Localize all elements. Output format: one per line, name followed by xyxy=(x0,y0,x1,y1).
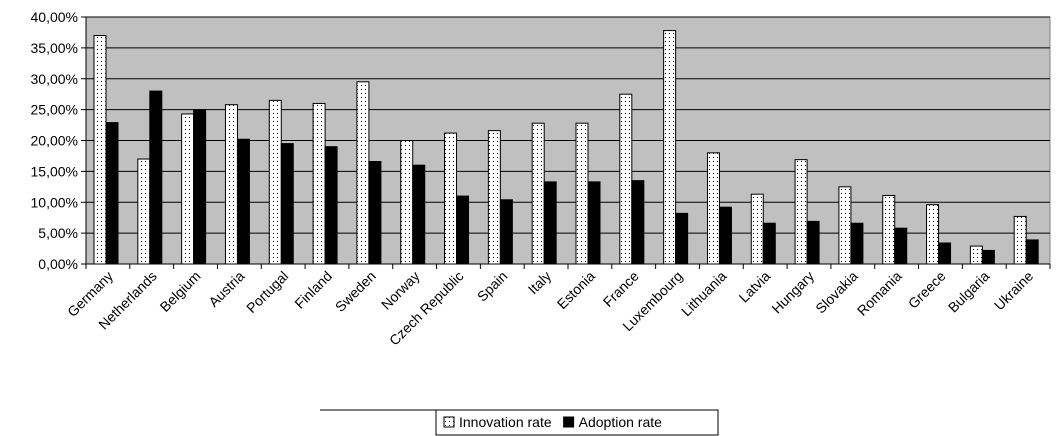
innovation-rate-bar xyxy=(926,204,940,265)
adoption-rate-bar xyxy=(631,180,645,265)
y-tick-label: 20,00% xyxy=(31,133,78,149)
x-tick-label: Latvia xyxy=(736,268,774,306)
innovation-rate-bar xyxy=(444,132,458,265)
adoption-rate-legend-swatch xyxy=(563,416,575,428)
y-tick-label: 35,00% xyxy=(31,40,78,56)
innovation-rate-bar xyxy=(356,81,370,265)
y-tick-label: 30,00% xyxy=(31,71,78,87)
innovation-rate-bar xyxy=(487,130,501,265)
adoption-rate-bar xyxy=(587,181,601,265)
innovation-rate-bar xyxy=(619,93,633,265)
innovation-rate-bar xyxy=(575,122,589,265)
innovation-rate-bar xyxy=(1013,215,1027,265)
adoption-rate-bar xyxy=(762,222,776,265)
innovation-rate-bar xyxy=(969,245,983,265)
y-tick-label: 15,00% xyxy=(31,163,78,179)
x-tick-label: Greece xyxy=(905,268,949,312)
innovation-rate-bar xyxy=(268,99,282,265)
x-tick-label: Finland xyxy=(291,268,335,312)
x-tick-label: Slovakia xyxy=(812,268,861,317)
innovation-rate-bar xyxy=(181,113,195,265)
innovation-rate-bar xyxy=(706,152,720,265)
adoption-rate-bar xyxy=(806,220,820,265)
adoption-rate-bar xyxy=(1025,239,1039,265)
adoption-rate-bar xyxy=(718,206,732,265)
x-tick-label: Belgium xyxy=(157,268,204,315)
innovation-rate-bar xyxy=(882,194,896,265)
x-tick-label: Sweden xyxy=(332,268,379,315)
y-tick-label: 40,00% xyxy=(31,9,78,25)
x-tick-label: Hungary xyxy=(768,268,817,317)
x-tick-label: Bulgaria xyxy=(945,268,993,316)
y-tick-label: 0,00% xyxy=(38,256,78,272)
y-axis: 0,00% 5,00% 10,00% 15,00% 20,00% 25,00% 30,00%… xyxy=(31,9,87,272)
adoption-rate-bar xyxy=(499,199,513,265)
adoption-rate-bar xyxy=(236,138,250,265)
legend: Innovation rate Adoption rate xyxy=(320,409,719,436)
x-tick-label: Estonia xyxy=(554,268,598,312)
x-tick-label: Lithuania xyxy=(678,268,730,320)
adoption-rate-bar xyxy=(324,146,338,265)
legend-box xyxy=(435,409,719,436)
adoption-rate-bar xyxy=(456,195,470,265)
x-tick-label: Ukraine xyxy=(991,268,1037,314)
x-tick-label: France xyxy=(600,268,642,310)
plot-area xyxy=(85,16,1051,265)
innovation-rate-bar xyxy=(137,158,151,265)
adoption-rate-bar xyxy=(894,227,908,265)
innovation-rate-legend-swatch xyxy=(443,416,455,428)
innovation-rate-bar xyxy=(663,30,677,265)
innovation-rate-legend-label: Innovation rate xyxy=(459,414,552,430)
y-tick-label: 25,00% xyxy=(31,102,78,118)
innovation-rate-bar xyxy=(838,186,852,265)
x-tick-label: Austria xyxy=(205,268,247,310)
adoption-rate-bar xyxy=(938,242,952,265)
x-tick-label: Portugal xyxy=(243,268,291,316)
x-tick-label: Spain xyxy=(474,268,511,305)
adoption-rate-bar xyxy=(280,143,294,265)
adoption-rate-bar xyxy=(543,181,557,265)
adoption-rate-bar xyxy=(368,160,382,265)
x-tick-label: Romania xyxy=(854,268,905,319)
adoption-rate-bar xyxy=(675,212,689,265)
adoption-rate-legend-label: Adoption rate xyxy=(579,414,662,430)
adoption-rate-bar xyxy=(412,164,426,265)
innovation-rate-bar xyxy=(224,104,238,265)
y-tick-label: 5,00% xyxy=(38,225,78,241)
y-tick-label: 10,00% xyxy=(31,194,78,210)
adoption-rate-bar xyxy=(149,90,163,265)
innovation-rate-bar xyxy=(531,122,545,265)
innovation-rate-bar xyxy=(312,102,326,265)
innovation-rate-bar xyxy=(400,140,414,265)
adoption-rate-bar xyxy=(850,222,864,265)
innovation-rate-bar xyxy=(794,159,808,265)
adoption-rate-bar xyxy=(981,249,995,265)
innovation-rate-bar xyxy=(93,35,107,265)
innovation-rate-bar xyxy=(750,193,764,265)
adoption-rate-bar xyxy=(105,122,119,265)
adoption-rate-bar xyxy=(193,109,207,265)
x-tick-label: Italy xyxy=(525,268,554,297)
